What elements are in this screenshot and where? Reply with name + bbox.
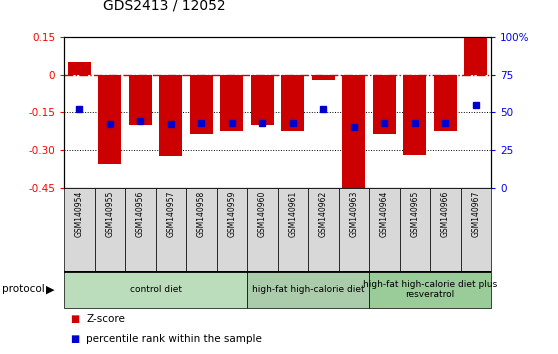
- Bar: [464, 37, 487, 75]
- Bar: [373, 75, 396, 134]
- Bar: [160, 75, 182, 156]
- Text: GSM140965: GSM140965: [410, 191, 419, 237]
- Bar: [308, 188, 339, 271]
- Bar: [369, 188, 400, 271]
- Bar: [217, 188, 247, 271]
- Bar: [312, 75, 335, 80]
- Bar: [369, 271, 491, 308]
- Bar: [98, 75, 121, 164]
- Text: Z-score: Z-score: [86, 314, 126, 324]
- Bar: [220, 75, 243, 131]
- Text: percentile rank within the sample: percentile rank within the sample: [86, 334, 262, 344]
- Bar: [343, 75, 365, 195]
- Bar: [64, 188, 95, 271]
- Bar: [156, 188, 186, 271]
- Bar: [186, 188, 217, 271]
- Bar: [68, 62, 91, 75]
- Text: GSM140960: GSM140960: [258, 191, 267, 237]
- Text: GSM140962: GSM140962: [319, 191, 328, 237]
- Text: GSM140954: GSM140954: [75, 191, 84, 237]
- Bar: [434, 75, 457, 131]
- Text: ■: ■: [70, 314, 79, 324]
- Text: ■: ■: [70, 334, 79, 344]
- Text: control diet: control diet: [129, 285, 182, 294]
- Bar: [278, 188, 308, 271]
- Text: high-fat high-calorie diet: high-fat high-calorie diet: [252, 285, 364, 294]
- Bar: [339, 188, 369, 271]
- Text: GSM140955: GSM140955: [105, 191, 114, 237]
- Text: GSM140964: GSM140964: [380, 191, 389, 237]
- Bar: [460, 188, 491, 271]
- Bar: [403, 75, 426, 155]
- Text: ▶: ▶: [46, 284, 55, 295]
- Text: GSM140967: GSM140967: [472, 191, 480, 237]
- Bar: [125, 188, 156, 271]
- Text: GSM140957: GSM140957: [166, 191, 175, 237]
- Text: GSM140959: GSM140959: [227, 191, 237, 237]
- Bar: [247, 271, 369, 308]
- Bar: [247, 188, 277, 271]
- Text: GSM140966: GSM140966: [441, 191, 450, 237]
- Text: GSM140963: GSM140963: [349, 191, 358, 237]
- Text: GSM140961: GSM140961: [288, 191, 297, 237]
- Text: GDS2413 / 12052: GDS2413 / 12052: [103, 0, 226, 12]
- Bar: [95, 188, 125, 271]
- Bar: [430, 188, 460, 271]
- Bar: [129, 75, 152, 125]
- Bar: [64, 271, 247, 308]
- Text: GSM140958: GSM140958: [197, 191, 206, 237]
- Bar: [251, 75, 274, 125]
- Bar: [190, 75, 213, 134]
- Text: protocol: protocol: [2, 284, 45, 295]
- Bar: [281, 75, 304, 131]
- Bar: [400, 188, 430, 271]
- Text: GSM140956: GSM140956: [136, 191, 145, 237]
- Text: high-fat high-calorie diet plus
resveratrol: high-fat high-calorie diet plus resverat…: [363, 280, 497, 299]
